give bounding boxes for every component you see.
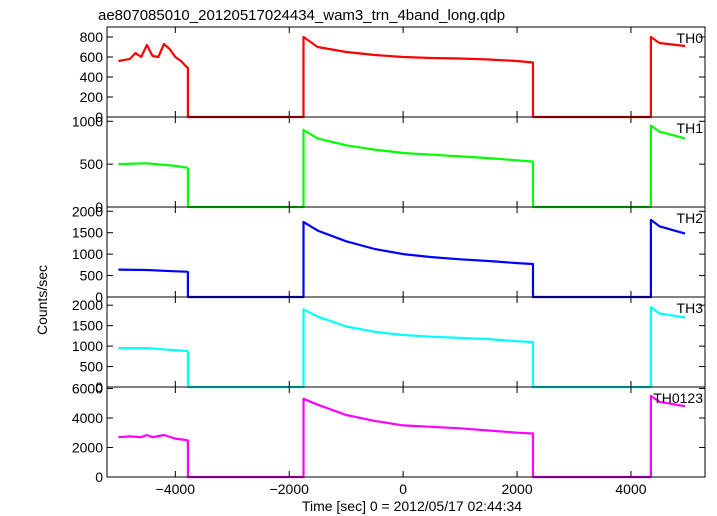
series-line-th3 bbox=[118, 306, 686, 389]
panel-frame-th1 bbox=[106, 116, 706, 208]
y-tick-label-th1: 0 bbox=[95, 199, 103, 215]
panel-frame-th3 bbox=[106, 296, 706, 388]
panel-label-th0: TH0 bbox=[677, 30, 704, 46]
y-tick-label-th3: 2000 bbox=[72, 297, 103, 313]
series-line-th1 bbox=[118, 124, 686, 209]
x-tick-label: 0 bbox=[399, 481, 407, 497]
y-tick-label-th0123: 4000 bbox=[72, 410, 103, 426]
x-axis-label: Time [sec] 0 = 2012/05/17 02:44:34 bbox=[302, 498, 522, 514]
x-tick-label: 4000 bbox=[615, 481, 646, 497]
panel-frame-th0123 bbox=[106, 386, 706, 478]
y-tick-label-th1: 500 bbox=[80, 156, 104, 172]
panel-frame-th2 bbox=[106, 206, 706, 298]
y-axis-label: Counts/sec bbox=[34, 265, 50, 335]
panel-label-th1: TH1 bbox=[677, 120, 704, 136]
x-tick-label: −2000 bbox=[270, 481, 310, 497]
series-line-th0 bbox=[118, 35, 686, 119]
y-tick-label-th1: 1000 bbox=[72, 113, 103, 129]
y-tick-label-th2: 500 bbox=[80, 268, 104, 284]
y-tick-label-th2: 1500 bbox=[72, 225, 103, 241]
y-tick-label-th0123: 6000 bbox=[72, 380, 103, 396]
y-tick-label-th0: 200 bbox=[80, 89, 104, 105]
y-tick-label-th2: 1000 bbox=[72, 246, 103, 262]
x-tick-label: −4000 bbox=[156, 481, 196, 497]
panel-label-th0123: TH0123 bbox=[653, 390, 703, 406]
panel-label-th2: TH2 bbox=[677, 210, 704, 226]
y-tick-label-th0: 400 bbox=[80, 69, 104, 85]
y-tick-label-th3: 1500 bbox=[72, 318, 103, 334]
y-tick-label-th0: 800 bbox=[80, 29, 104, 45]
y-tick-label-th2: 2000 bbox=[72, 203, 103, 219]
y-tick-label-th3: 1000 bbox=[72, 338, 103, 354]
panel-label-th3: TH3 bbox=[677, 300, 704, 316]
y-tick-label-th0123: 0 bbox=[95, 469, 103, 485]
y-tick-label-th0: 0 bbox=[95, 109, 103, 125]
series-line-th0123 bbox=[118, 394, 686, 479]
y-tick-label-th2: 0 bbox=[95, 289, 103, 305]
y-tick-label-th0: 600 bbox=[80, 49, 104, 65]
y-tick-label-th3: 500 bbox=[80, 359, 104, 375]
panels-group: 0 200 400 600 800 TH0 0 500 1000 TH1 0 500 1000 1500 2… bbox=[72, 26, 706, 497]
y-tick-label-th0123: 2000 bbox=[72, 439, 103, 455]
x-tick-label: 2000 bbox=[501, 481, 532, 497]
y-tick-label-th3: 0 bbox=[95, 379, 103, 395]
panel-frame-th0 bbox=[106, 26, 706, 118]
chart-title: ae807085010_20120517024434_wam3_trn_4ban… bbox=[98, 7, 505, 24]
series-line-th2 bbox=[118, 218, 686, 299]
